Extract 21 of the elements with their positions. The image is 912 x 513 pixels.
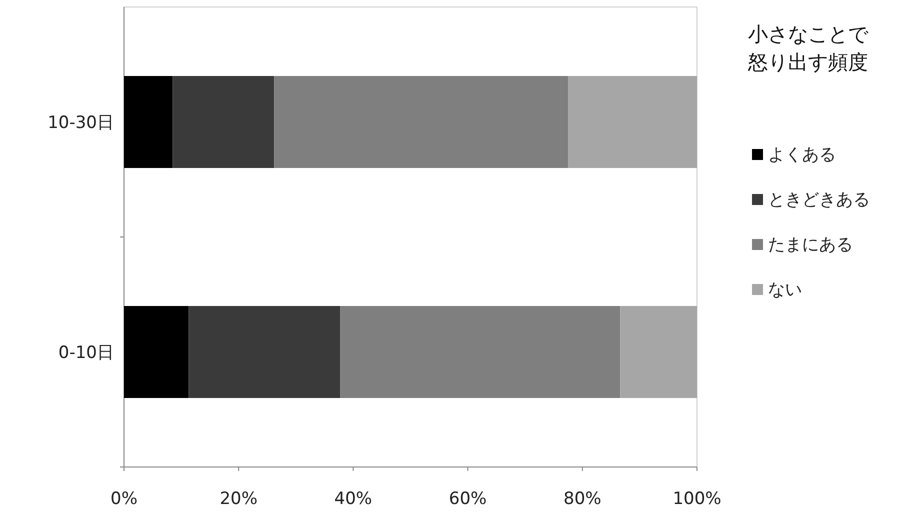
y-tick-label: 10-30日 bbox=[48, 113, 114, 133]
bar bbox=[188, 306, 340, 398]
bar bbox=[124, 306, 189, 398]
bar bbox=[274, 76, 568, 168]
legend-label: ない bbox=[768, 280, 802, 300]
legend-label: たまにある bbox=[768, 235, 853, 255]
legend-label: よくある bbox=[768, 145, 836, 165]
bar bbox=[340, 306, 620, 398]
y-tick-label: 0-10日 bbox=[58, 343, 114, 363]
x-tick-label: 100% bbox=[672, 489, 722, 509]
x-tick-label: 0% bbox=[110, 489, 138, 509]
x-tick-label: 20% bbox=[220, 489, 258, 509]
bar bbox=[172, 76, 274, 168]
bar bbox=[620, 306, 697, 398]
legend-title: 小さなことで怒り出す頻度 bbox=[748, 21, 870, 76]
bar bbox=[568, 76, 697, 168]
x-tick-label: 40% bbox=[334, 489, 372, 509]
bar bbox=[124, 76, 173, 168]
x-tick-label: 80% bbox=[564, 489, 602, 509]
x-tick-label: 60% bbox=[448, 489, 487, 509]
legend-label: ときどきある bbox=[768, 190, 870, 210]
